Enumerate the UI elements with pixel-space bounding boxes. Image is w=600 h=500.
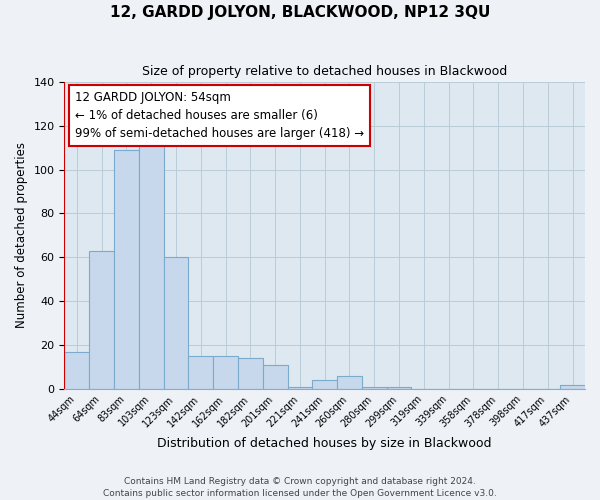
Bar <box>139 132 164 389</box>
Bar <box>313 380 337 389</box>
X-axis label: Distribution of detached houses by size in Blackwood: Distribution of detached houses by size … <box>157 437 492 450</box>
Text: 12 GARDD JOLYON: 54sqm
← 1% of detached houses are smaller (6)
99% of semi-detac: 12 GARDD JOLYON: 54sqm ← 1% of detached … <box>75 91 364 140</box>
Bar <box>263 365 287 389</box>
Bar <box>188 356 213 389</box>
Bar <box>362 386 386 389</box>
Text: Contains HM Land Registry data © Crown copyright and database right 2024.
Contai: Contains HM Land Registry data © Crown c… <box>103 476 497 498</box>
Bar <box>386 386 412 389</box>
Title: Size of property relative to detached houses in Blackwood: Size of property relative to detached ho… <box>142 65 508 78</box>
Bar <box>560 384 585 389</box>
Bar <box>89 251 114 389</box>
Bar <box>213 356 238 389</box>
Y-axis label: Number of detached properties: Number of detached properties <box>15 142 28 328</box>
Bar <box>337 376 362 389</box>
Bar <box>164 258 188 389</box>
Text: 12, GARDD JOLYON, BLACKWOOD, NP12 3QU: 12, GARDD JOLYON, BLACKWOOD, NP12 3QU <box>110 5 490 20</box>
Bar <box>64 352 89 389</box>
Bar <box>287 386 313 389</box>
Bar <box>114 150 139 389</box>
Bar <box>238 358 263 389</box>
